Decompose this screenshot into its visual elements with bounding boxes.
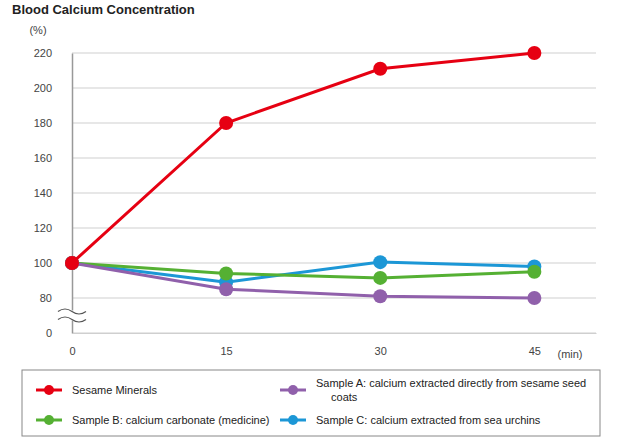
legend-label-line: Sample C: calcium extracted from sea urc… bbox=[316, 414, 541, 426]
axis-break bbox=[58, 309, 86, 322]
grid bbox=[72, 53, 596, 333]
series-marker bbox=[219, 267, 233, 281]
x-tick: 15 bbox=[220, 333, 232, 357]
series-marker bbox=[65, 256, 79, 270]
y-tick-label: 140 bbox=[34, 187, 52, 199]
grid-line bbox=[72, 263, 596, 264]
axis-break-line bbox=[58, 317, 86, 322]
legend-swatch-marker bbox=[288, 415, 298, 425]
y-tick-label: 220 bbox=[34, 47, 52, 59]
series bbox=[65, 256, 541, 305]
legend-entry: Sample B: calcium carbonate (medicine) bbox=[36, 414, 269, 426]
series-line bbox=[72, 263, 534, 298]
series bbox=[65, 46, 541, 270]
x-axis-line bbox=[73, 333, 597, 334]
grid-line bbox=[72, 88, 596, 89]
series bbox=[65, 255, 541, 289]
series-marker bbox=[65, 256, 79, 270]
y-axis: 0 80 100 120 140 160 180 200 220 bbox=[34, 47, 73, 339]
legend-label-line: Sample A: calcium extracted directly fro… bbox=[316, 377, 586, 389]
y-tick: 200 bbox=[34, 82, 72, 94]
legend-box bbox=[22, 370, 600, 436]
y-tick-label: 120 bbox=[34, 222, 52, 234]
y-tick-label: 0 bbox=[46, 327, 52, 339]
y-tick-label: 100 bbox=[34, 257, 52, 269]
x-axis-title: (min) bbox=[557, 348, 582, 360]
series-marker bbox=[527, 46, 541, 60]
legend-label-line: Sample B: calcium carbonate (medicine) bbox=[72, 414, 269, 426]
y-tick: 0 bbox=[46, 327, 72, 339]
plot-area bbox=[65, 46, 541, 305]
y-tick-label: 80 bbox=[40, 292, 52, 304]
y-tick-label: 200 bbox=[34, 82, 52, 94]
x-tick-label: 15 bbox=[220, 345, 232, 357]
legend-entry: Sample A: calcium extracted directly fro… bbox=[280, 377, 586, 403]
y-tick: 160 bbox=[34, 152, 72, 164]
y-tick: 80 bbox=[40, 292, 72, 304]
y-tick: 220 bbox=[34, 47, 72, 59]
series-marker bbox=[65, 256, 79, 270]
grid-line bbox=[72, 333, 596, 334]
series-marker bbox=[373, 289, 387, 303]
title: Blood Calcium Concentration bbox=[12, 2, 195, 17]
x-tick-label: 45 bbox=[529, 345, 541, 357]
legend-label: Sample B: calcium carbonate (medicine) bbox=[72, 414, 269, 426]
grid-line bbox=[72, 158, 596, 159]
series-marker bbox=[219, 282, 233, 296]
y-tick: 180 bbox=[34, 117, 72, 129]
x-tick-label: 30 bbox=[375, 345, 387, 357]
legend-label: Sample A: calcium extracted directly fro… bbox=[316, 377, 586, 403]
series-line bbox=[72, 262, 534, 282]
series bbox=[65, 256, 541, 285]
y-tick-label: 180 bbox=[34, 117, 52, 129]
y-axis-title: (%) bbox=[29, 24, 46, 36]
chart: Blood Calcium Concentration (%) 0 80 100 120 1… bbox=[0, 0, 620, 440]
series-marker bbox=[527, 291, 541, 305]
x-tick: 30 bbox=[375, 333, 387, 357]
x-axis: 0 15 30 45 bbox=[69, 333, 596, 357]
legend-entry: Sample C: calcium extracted from sea urc… bbox=[280, 414, 541, 426]
series-marker bbox=[65, 256, 79, 270]
series-marker bbox=[373, 255, 387, 269]
legend-entry: Sesame Minerals bbox=[36, 384, 157, 396]
y-tick-label: 160 bbox=[34, 152, 52, 164]
series-marker bbox=[373, 62, 387, 76]
series-marker bbox=[527, 265, 541, 279]
legend-swatch-marker bbox=[44, 385, 54, 395]
legend-label: Sample C: calcium extracted from sea urc… bbox=[316, 414, 541, 426]
x-tick: 45 bbox=[529, 333, 541, 357]
legend-swatch-marker bbox=[288, 385, 298, 395]
y-tick: 120 bbox=[34, 222, 72, 234]
legend: Sesame Minerals Sample A: calcium extract… bbox=[22, 370, 600, 436]
legend-label-line: coats bbox=[328, 391, 358, 403]
x-tick-label: 0 bbox=[69, 345, 75, 357]
series-marker bbox=[373, 271, 387, 285]
legend-label-line: Sesame Minerals bbox=[72, 384, 157, 396]
y-tick: 140 bbox=[34, 187, 72, 199]
grid-line bbox=[72, 228, 596, 229]
legend-swatch-marker bbox=[44, 415, 54, 425]
axis-break-line bbox=[58, 309, 86, 314]
legend-label: Sesame Minerals bbox=[72, 384, 157, 396]
series-marker bbox=[219, 116, 233, 130]
series-line bbox=[72, 53, 534, 263]
grid-line bbox=[72, 123, 596, 124]
x-tick: 0 bbox=[69, 333, 75, 357]
y-axis-line bbox=[72, 54, 74, 334]
